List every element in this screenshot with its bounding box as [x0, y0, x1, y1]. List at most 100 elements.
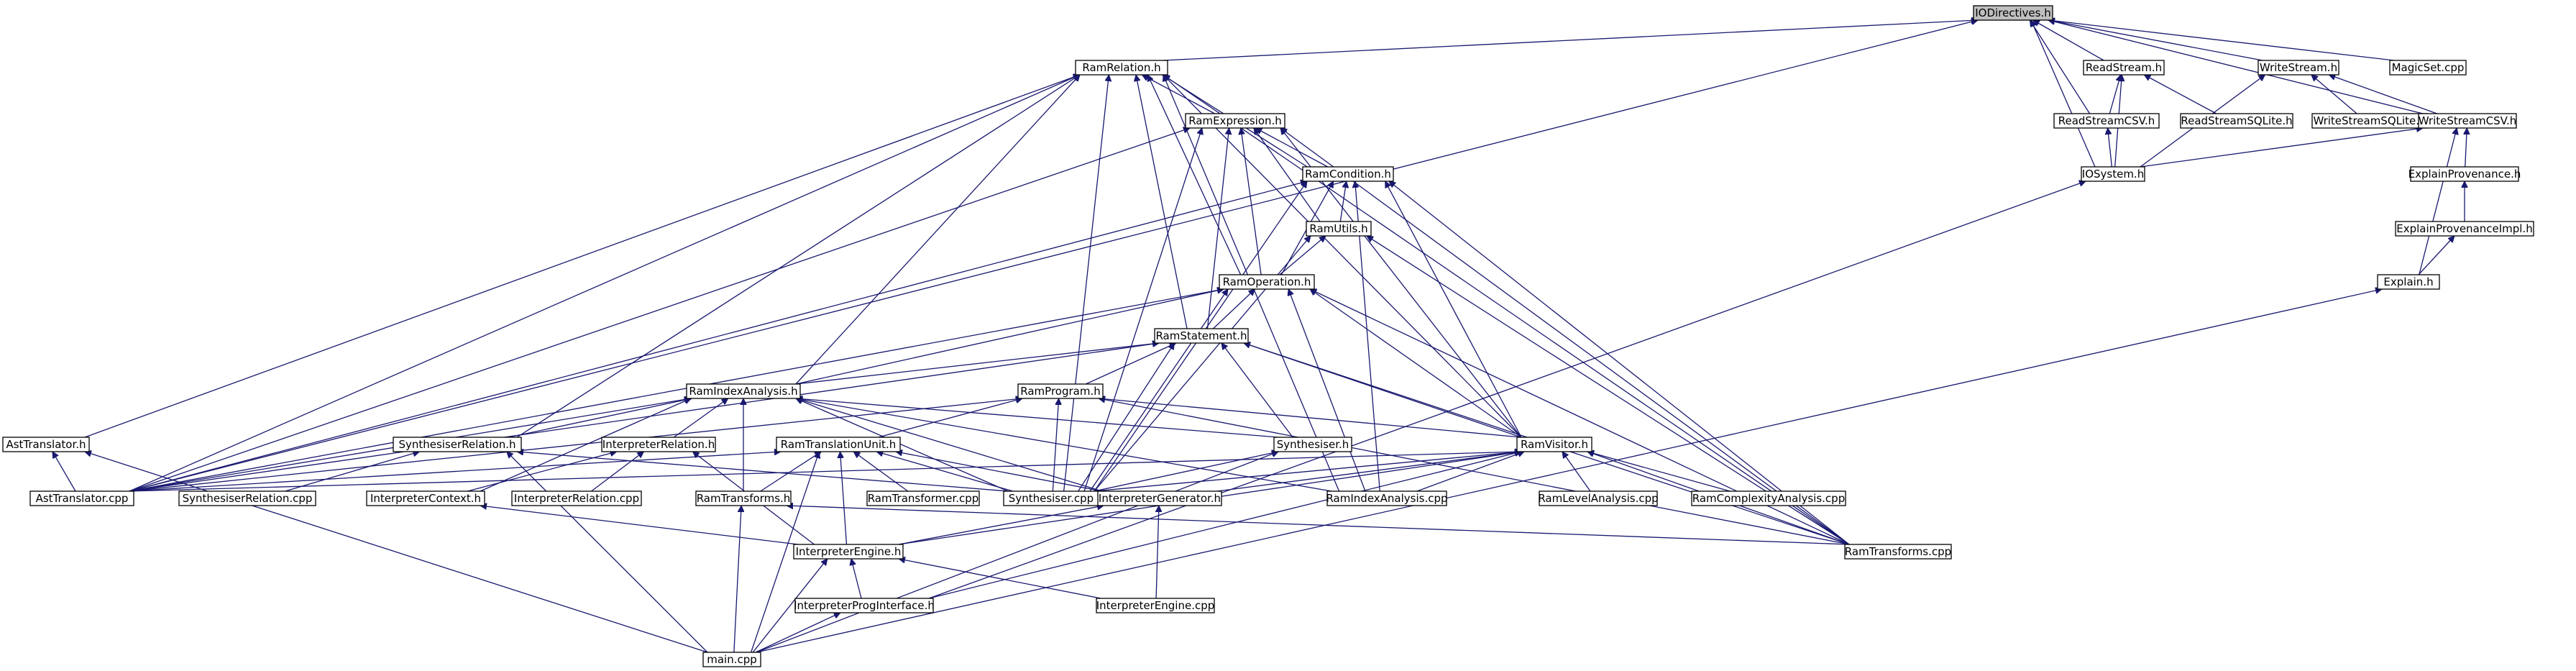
edge-ramtransformscpp-includes-ramoperation — [1310, 289, 1850, 545]
node-maincpp[interactable]: main.cpp — [702, 652, 761, 667]
node-label: Synthesiser.h — [1277, 438, 1349, 451]
node-box — [2258, 60, 2339, 76]
node-interprelationcpp[interactable]: InterpreterRelation.cpp — [511, 490, 642, 506]
node-ramcondition[interactable]: RamCondition.h — [1302, 166, 1394, 182]
node-ramtransformercpp[interactable]: RamTransformer.cpp — [866, 490, 980, 506]
edge-interpproginterface-includes-iosystem — [928, 181, 2086, 599]
node-synthesisercpp[interactable]: Synthesiser.cpp — [1003, 490, 1099, 506]
edge-ramindexanalysish-includes-ramoperation — [795, 289, 1224, 385]
node-box — [1539, 490, 1658, 506]
node-box — [702, 652, 761, 667]
node-box — [2389, 60, 2467, 76]
node-readstream[interactable]: ReadStream.h — [2083, 60, 2165, 76]
node-box — [1516, 437, 1592, 452]
node-label: InterpreterProgInterface.h — [794, 599, 935, 612]
node-ramindexanalysish[interactable]: RamIndexAnalysis.h — [686, 383, 801, 399]
edge-readstreamsqlite-includes-readstream — [2144, 74, 2217, 114]
edge-ramoperation-includes-ramexpression — [1241, 128, 1262, 275]
node-label: RamStatement.h — [1155, 329, 1247, 342]
node-ramutils[interactable]: RamUtils.h — [1306, 221, 1372, 237]
node-synthrelationh[interactable]: SynthesiserRelation.h — [393, 437, 522, 452]
node-ramprogram[interactable]: RamProgram.h — [1017, 383, 1104, 399]
node-writestreamsqlite[interactable]: WriteStreamSQLite.h — [2311, 113, 2428, 129]
edge-magicset-includes-iodirectives — [2048, 20, 2395, 61]
node-ramstatement[interactable]: RamStatement.h — [1154, 328, 1249, 344]
edge-ramstatement-includes-ramrelation — [1136, 75, 1188, 329]
node-explain[interactable]: Explain.h — [2377, 274, 2440, 290]
node-interpgenerator[interactable]: InterpreterGenerator.h — [1097, 490, 1222, 506]
node-ramoperation[interactable]: RamOperation.h — [1219, 274, 1315, 290]
node-ramcomplexity[interactable]: RamComplexityAnalysis.cpp — [1691, 490, 1846, 506]
edge-asttranslatorcpp-includes-asttranslatorh — [52, 452, 76, 492]
node-label: ReadStreamSQLite.h — [2181, 114, 2292, 127]
node-ramlevelanalysis[interactable]: RamLevelAnalysis.cpp — [1538, 490, 1659, 506]
node-ramvisitor[interactable]: RamVisitor.h — [1516, 437, 1592, 452]
node-interpproginterface[interactable]: InterpreterProgInterface.h — [794, 598, 935, 613]
edge-ramtransformscpp-includes-ramrelation — [1163, 75, 1850, 545]
node-layer: IODirectives.h RamRelation.h ReadStream.h W… — [2, 5, 2534, 667]
edge-explain-includes-explainprovenanceimpl — [2418, 236, 2454, 275]
node-asttranslatorcpp[interactable]: AstTranslator.cpp — [29, 490, 134, 506]
edge-asttranslatorcpp-includes-iodirectives — [129, 20, 1978, 492]
node-label: RamUtils.h — [1309, 222, 1367, 235]
node-label: InterpreterRelation.h — [602, 438, 715, 451]
node-label: RamTransformer.cpp — [868, 492, 979, 505]
node-ramindexanalysiscpp[interactable]: RamIndexAnalysis.cpp — [1326, 490, 1448, 506]
node-ramexpression[interactable]: RamExpression.h — [1185, 113, 1285, 129]
node-readstreamcsv[interactable]: ReadStreamCSV.h — [2053, 113, 2160, 129]
edge-asttranslatorcpp-includes-ramoperation — [129, 289, 1224, 492]
node-ramtranslationunit[interactable]: RamTranslationUnit.h — [776, 437, 901, 452]
node-interpengineh[interactable]: InterpreterEngine.h — [793, 544, 904, 560]
node-box — [794, 598, 934, 613]
edge-synthesisercpp-includes-ramrelation — [1063, 75, 1109, 492]
node-label: RamRelation.h — [1082, 61, 1160, 74]
edge-ramtransformsh-includes-ramtranslationunit — [760, 452, 821, 492]
edge-writestream-includes-iodirectives — [2048, 20, 2263, 61]
node-label: RamTransforms.cpp — [1845, 545, 1951, 558]
edge-ramcomplexity-includes-ramvisitor — [1587, 452, 1731, 492]
edge-readstream-includes-iodirectives — [2033, 19, 2104, 61]
node-label: AstTranslator.h — [6, 438, 86, 451]
node-iodirectives[interactable]: IODirectives.h — [1973, 5, 2053, 21]
node-synthesiserh[interactable]: Synthesiser.h — [1273, 437, 1352, 452]
node-box — [686, 383, 801, 399]
node-label: WriteStream.h — [2260, 61, 2337, 74]
node-box — [29, 490, 134, 506]
edge-synthesiserh-includes-ramindexanalysish — [796, 398, 1279, 438]
node-label: RamTranslationUnit.h — [781, 438, 896, 451]
node-box — [793, 544, 904, 560]
node-interprelationh[interactable]: InterpreterRelation.h — [601, 437, 716, 452]
edge-synthesisercpp-includes-ramtranslationunit — [876, 452, 1013, 492]
edge-ramtransformscpp-includes-ramprogram — [1099, 398, 1850, 545]
edge-ramtransformscpp-includes-ramcondition — [1389, 181, 1850, 545]
node-ramrelation[interactable]: RamRelation.h — [1075, 60, 1168, 76]
node-asttranslatorh[interactable]: AstTranslator.h — [2, 437, 90, 452]
node-writestream[interactable]: WriteStream.h — [2258, 60, 2339, 76]
node-synthrelationcpp[interactable]: SynthesiserRelation.cpp — [178, 490, 316, 506]
node-box — [2418, 113, 2517, 129]
edge-interpenginecpp-includes-interpengineh — [899, 559, 1101, 599]
node-label: SynthesiserRelation.h — [398, 438, 515, 451]
node-box — [1097, 490, 1222, 506]
node-ramtransformsh[interactable]: RamTransforms.h — [695, 490, 792, 506]
node-interpenginecpp[interactable]: InterpreterEngine.cpp — [1096, 598, 1215, 613]
edge-ramtransformscpp-includes-ramexpression — [1280, 128, 1850, 545]
node-iosystem[interactable]: IOSystem.h — [2081, 166, 2145, 182]
edge-ramstatement-includes-ramoperation — [1212, 289, 1255, 329]
edge-synthesisercpp-includes-ramstatement — [1078, 343, 1175, 492]
edge-iosystem-includes-readstreamcsv — [2108, 128, 2113, 168]
node-writestreamcsv[interactable]: WriteStreamCSV.h — [2418, 113, 2517, 129]
edge-asttranslatorcpp-includes-ramrelation — [129, 75, 1080, 492]
node-box — [2, 437, 90, 452]
node-label: RamLevelAnalysis.cpp — [1538, 492, 1658, 505]
node-box — [2395, 221, 2534, 237]
node-magicset[interactable]: MagicSet.cpp — [2389, 60, 2467, 76]
node-readstreamsqlite[interactable]: ReadStreamSQLite.h — [2180, 113, 2293, 129]
node-explainprovenanceimpl[interactable]: ExplainProvenanceImpl.h — [2395, 221, 2534, 237]
node-interpcontext[interactable]: InterpreterContext.h — [366, 490, 485, 506]
node-ramtransformscpp[interactable]: RamTransforms.cpp — [1844, 544, 1952, 560]
node-explainprovenance[interactable]: ExplainProvenance.h — [2408, 166, 2521, 182]
edge-asttranslatorcpp-includes-ramexpression — [129, 128, 1190, 492]
edge-explainprovenance-includes-writestreamcsv — [2465, 128, 2467, 168]
